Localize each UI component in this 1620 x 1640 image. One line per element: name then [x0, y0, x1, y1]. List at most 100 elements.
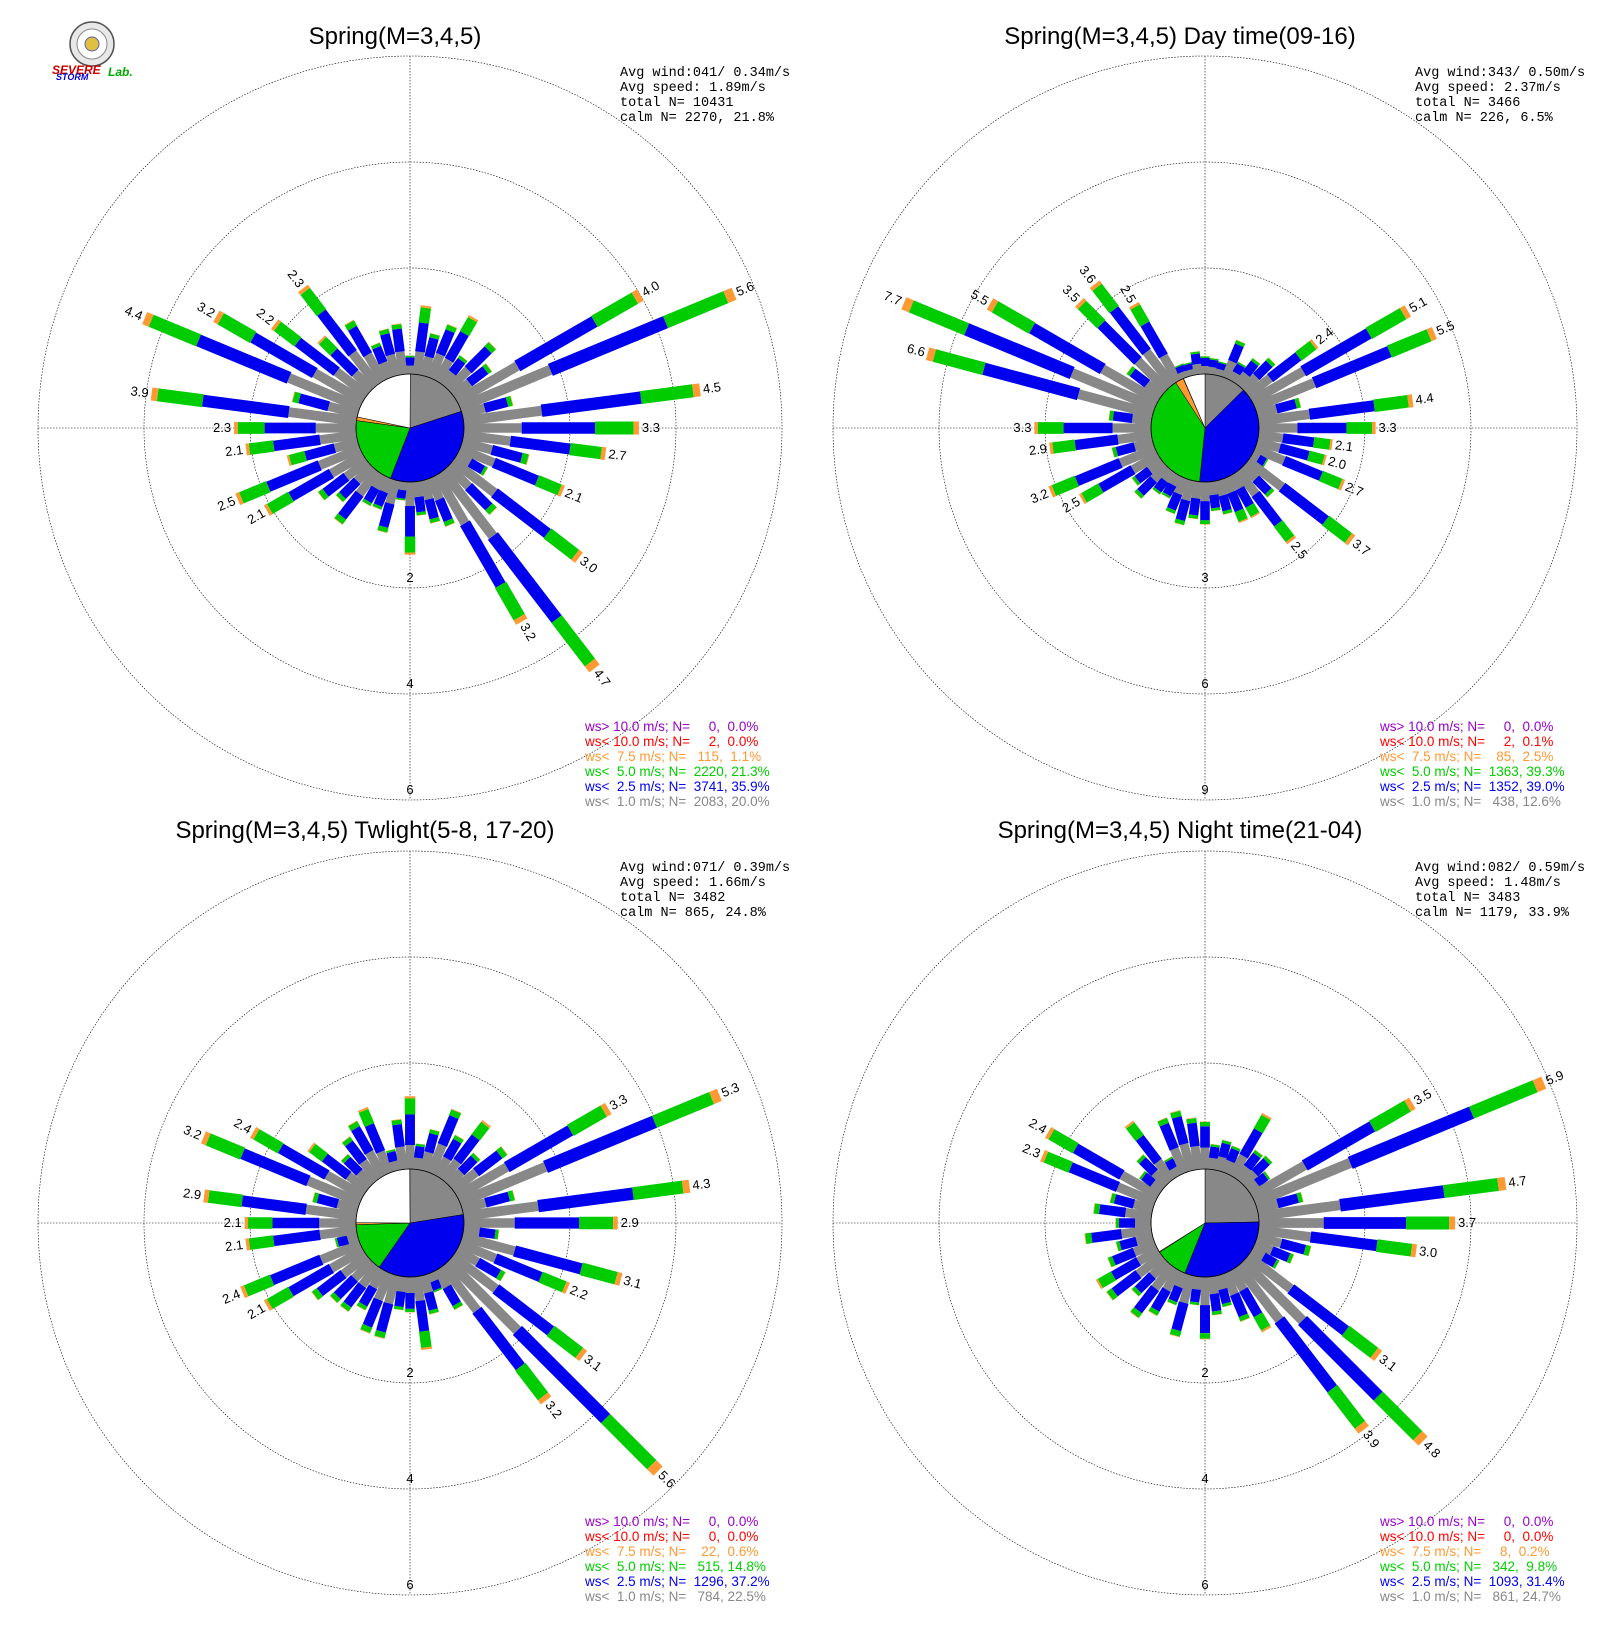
bar-segment-lt25: [509, 435, 571, 455]
windrose-panel-spring-day: Spring(M=3,4,5) Day time(09-16)3692.45.1…: [832, 23, 1585, 809]
bar-value-label: 2.4: [220, 1286, 242, 1307]
bar-segment-lt5: [1169, 1328, 1182, 1337]
bar-value-label: 5.1: [1406, 293, 1429, 315]
bar-segment-lt25: [1134, 1285, 1160, 1314]
bar-value-label: 2.3: [213, 420, 231, 435]
bar-value-label: 4.8: [1420, 1438, 1443, 1461]
bar-segment-lt75: [1370, 1347, 1383, 1362]
bar-segment-lt5: [1234, 340, 1246, 348]
bar-segment-lt5: [428, 1308, 439, 1315]
direction-bars: [901, 280, 1437, 546]
bar-segment-lt1: [1173, 476, 1189, 496]
bar-segment-lt5: [443, 518, 455, 527]
bar-segment-lt25: [1129, 368, 1151, 388]
bar-segment-lt1: [444, 1257, 522, 1335]
bar-segment-lt1: [1228, 1267, 1248, 1292]
bar-segment-lt25: [1119, 1236, 1138, 1251]
bar-segment-lt5: [534, 475, 562, 496]
stat-line: calm N= 865, 24.8%: [620, 906, 767, 921]
bar-segment-lt1: [1245, 1179, 1260, 1194]
bar-segment-lt1: [1214, 479, 1228, 497]
bar-segment-lt1: [319, 1225, 358, 1240]
bar-segment-lt1: [438, 467, 497, 540]
bar-segment-lt5: [1318, 470, 1343, 490]
bar-segment-lt75: [1089, 280, 1102, 292]
bar-segment-lt5: [1262, 458, 1269, 468]
bar-segment-lt5: [457, 355, 468, 364]
bar-segment-lt1: [1240, 1169, 1259, 1188]
bar-segment-lt75: [1407, 394, 1414, 408]
bar-segment-lt1: [1207, 366, 1218, 376]
bar-segment-lt1: [396, 1275, 408, 1293]
bar-segment-lt5: [1161, 491, 1171, 499]
bar-value-label: 2.5: [1288, 538, 1311, 561]
bar-segment-lt25: [364, 1123, 386, 1154]
bar-segment-lt1: [317, 444, 362, 470]
bar-segment-lt5: [205, 1133, 246, 1160]
bar-segment-lt5: [1152, 486, 1162, 495]
bar-segment-lt5: [1052, 439, 1077, 454]
bar-segment-lt25: [1110, 1257, 1141, 1281]
bar-segment-lt1: [439, 1262, 481, 1314]
bar-value-label: 2.3: [285, 267, 308, 290]
bar-segment-lt5: [1222, 509, 1233, 515]
bar-segment-lt25: [448, 357, 466, 376]
bar-segment-lt5: [485, 503, 497, 515]
bar-segment-lt75: [307, 1142, 316, 1153]
ring-label: 3: [1201, 570, 1208, 585]
bar-value-label: 3.2: [1028, 486, 1050, 507]
bar-segment-lt5: [543, 528, 580, 560]
bar-segment-lt25: [1274, 1316, 1338, 1393]
bar-segment-lt25: [1137, 475, 1158, 496]
bar-value-label: 2.3: [1020, 1140, 1042, 1161]
bar-segment-lt1: [419, 355, 434, 378]
bar-segment-lt25: [429, 1279, 442, 1291]
bar-segment-lt25: [490, 445, 523, 463]
bar-segment-lt1: [369, 1267, 387, 1290]
bar-segment-lt5: [1051, 475, 1079, 496]
bar-segment-lt25: [435, 329, 455, 357]
ring-label: 2: [1201, 1365, 1208, 1380]
bar-segment-lt25: [316, 1193, 340, 1209]
bar-segment-lt75: [213, 310, 225, 325]
bar-value-label: 2.9: [1028, 441, 1048, 458]
bar-segment-lt5: [391, 1119, 403, 1126]
bar-segment-lt25: [201, 394, 290, 418]
bar-segment-lt5: [1387, 329, 1432, 358]
bar-value-label: 2.4: [1026, 1115, 1049, 1137]
bar-segment-lt5: [600, 1413, 657, 1470]
bar-value-label: 5.5: [1434, 318, 1456, 339]
bar-value-label: 4.5: [702, 379, 722, 396]
bar-segment-lt1: [450, 1168, 479, 1194]
bar-segment-lt1: [384, 1273, 401, 1305]
bar-value-label: 3.0: [577, 553, 600, 576]
bar-segment-lt5: [429, 516, 440, 524]
bar-segment-lt75: [647, 1460, 663, 1476]
bar-segment-lt5: [335, 492, 346, 503]
bar-segment-lt5: [471, 1121, 490, 1141]
bar-segment-lt25: [514, 316, 598, 372]
bar-segment-lt1: [1118, 444, 1157, 468]
bar-segment-lt5: [344, 320, 358, 331]
bar-segment-lt25: [424, 337, 439, 359]
stat-line: Avg speed: 2.37m/s: [1415, 81, 1561, 96]
bar-segment-lt25: [1218, 1287, 1231, 1305]
bar-segment-lt5: [156, 388, 204, 408]
bar-segment-lt75: [631, 289, 644, 304]
bar-segment-lt75: [1075, 298, 1087, 310]
stat-line: Avg wind:343/ 0.50m/s: [1415, 66, 1585, 81]
bar-segment-lt5: [538, 1271, 567, 1293]
bar-segment-lt75: [723, 287, 737, 304]
bar-value-label: 2.1: [245, 505, 268, 527]
legend-entry-lt10: ws< 10.0 m/s; N= 2, 0.0%: [584, 734, 758, 749]
bar-segment-lt25: [1239, 1287, 1263, 1318]
bar-segment-lt75: [614, 1271, 623, 1286]
bar-segment-lt1: [1252, 1158, 1353, 1208]
frequency-pie: [355, 373, 465, 483]
bar-segment-lt1: [1245, 374, 1273, 399]
bar-segment-lt25: [1300, 328, 1372, 377]
bar-segment-lt1: [1185, 368, 1196, 377]
bar-segment-lt75: [600, 446, 607, 461]
bar-value-label: 3.3: [1379, 420, 1397, 435]
bar-segment-lt5: [1369, 1100, 1411, 1133]
